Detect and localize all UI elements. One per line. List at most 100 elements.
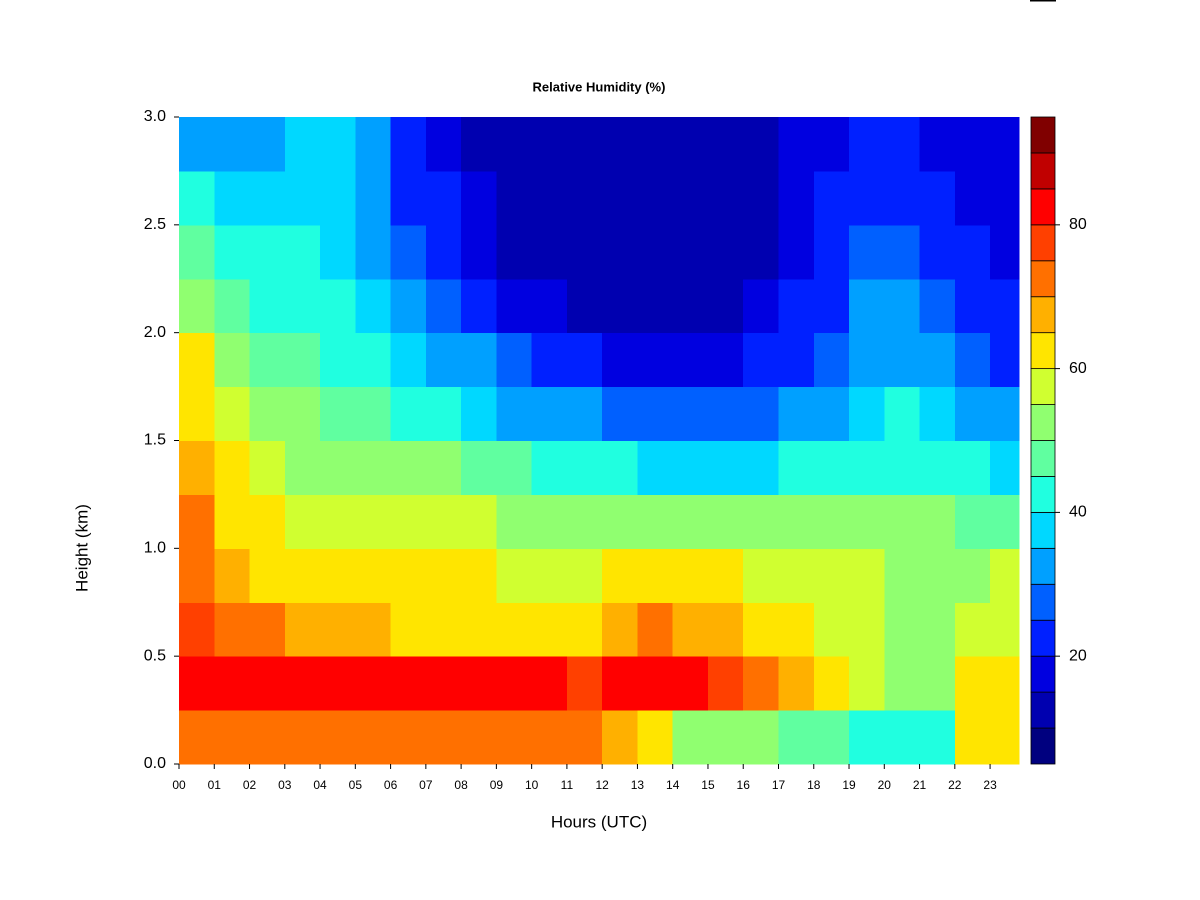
heat-cell [390,332,427,388]
heat-cell [566,656,603,711]
heat-cell [707,602,744,657]
colorbar-band [1030,655,1056,693]
heat-cell [249,440,286,495]
colorbar-band [1030,476,1056,513]
heat-cell [990,548,1020,603]
heat-cell [743,224,779,280]
heat-cell [602,332,638,388]
heat-cell [284,602,321,657]
heat-cell [778,332,815,388]
heat-cell [284,440,321,495]
colorbar-band [1030,152,1056,190]
heat-cell [531,332,568,388]
heat-cell [743,494,779,549]
heat-cell [672,278,709,334]
heat-cell [320,224,356,280]
heat-cell [743,332,779,388]
colorbar-band [1030,368,1056,405]
y-tick-label: 1.0 [144,540,166,557]
heat-cell [355,548,392,603]
heat-cell [496,332,533,388]
heat-cell [884,386,921,441]
heat-cell [566,494,603,549]
heat-cell [919,117,956,172]
heat-cell [637,117,674,172]
heat-cell [320,440,356,495]
heat-cell [919,278,956,334]
heat-cell [355,710,392,765]
heat-cell [778,602,815,657]
heat-cell [320,494,356,549]
heat-cell [672,710,709,765]
colorbar-tick-label: 40 [1069,504,1087,521]
heat-cell [461,602,497,657]
heat-cell [602,602,638,657]
heat-cell [743,386,779,441]
heat-cell [637,224,674,280]
heat-cell [990,494,1020,549]
heat-cell [179,656,215,711]
heat-cell [249,224,286,280]
heat-cell [707,710,744,765]
heat-cell [461,710,497,765]
heat-cell [214,494,251,549]
heat-cell [425,548,462,603]
heat-cell [390,602,427,657]
heat-cell [531,170,568,226]
heat-cell [884,548,921,603]
heat-cell [214,710,251,765]
colorbar-band [1030,332,1056,370]
heat-cell [813,386,850,441]
heat-cell [566,548,603,603]
heat-cell [390,656,427,711]
heat-cell [284,278,321,334]
heat-cell [320,548,356,603]
heat-cell [461,278,497,334]
colorbar-band [1030,511,1056,549]
colorbar-band [1030,691,1056,729]
x-tick-label: 19 [842,778,856,792]
heat-cell [743,278,779,334]
heat-cell [849,332,885,388]
heat-cell [284,710,321,765]
heat-cell [919,710,956,765]
heat-cell [849,170,885,226]
x-tick-label: 05 [349,778,363,792]
heat-cell [637,602,674,657]
heat-cell [637,332,674,388]
colorbar-band [1030,547,1056,585]
heat-cell [672,548,709,603]
x-tick-label: 03 [278,778,292,792]
heat-cell [249,117,286,172]
heat-cell [919,602,956,657]
heat-cell [214,332,251,388]
y-tick-label: 0.0 [144,755,166,772]
heat-cell [179,548,215,603]
heat-cell [461,494,497,549]
heat-cell [531,548,568,603]
heat-cell [778,494,815,549]
heat-cell [672,332,709,388]
heat-cell [461,440,497,495]
heat-cell [214,386,251,441]
heat-cell [425,224,462,280]
heat-cell [284,656,321,711]
heat-cell [284,332,321,388]
heat-cell [637,710,674,765]
x-tick-label: 06 [384,778,398,792]
heat-cell [954,170,991,226]
x-tick-label: 18 [807,778,821,792]
heat-cell [602,170,638,226]
colorbar-band [1030,619,1056,657]
heat-cell [355,170,392,226]
heat-cell [249,278,286,334]
heat-cell [849,440,885,495]
x-tick-label: 15 [701,778,715,792]
heat-cell [355,656,392,711]
heat-cell [707,224,744,280]
heat-cell [672,117,709,172]
colorbar-tick-label: 60 [1069,360,1087,377]
heat-cell [179,440,215,495]
heat-cell [954,386,991,441]
colorbar-band [1030,116,1056,154]
